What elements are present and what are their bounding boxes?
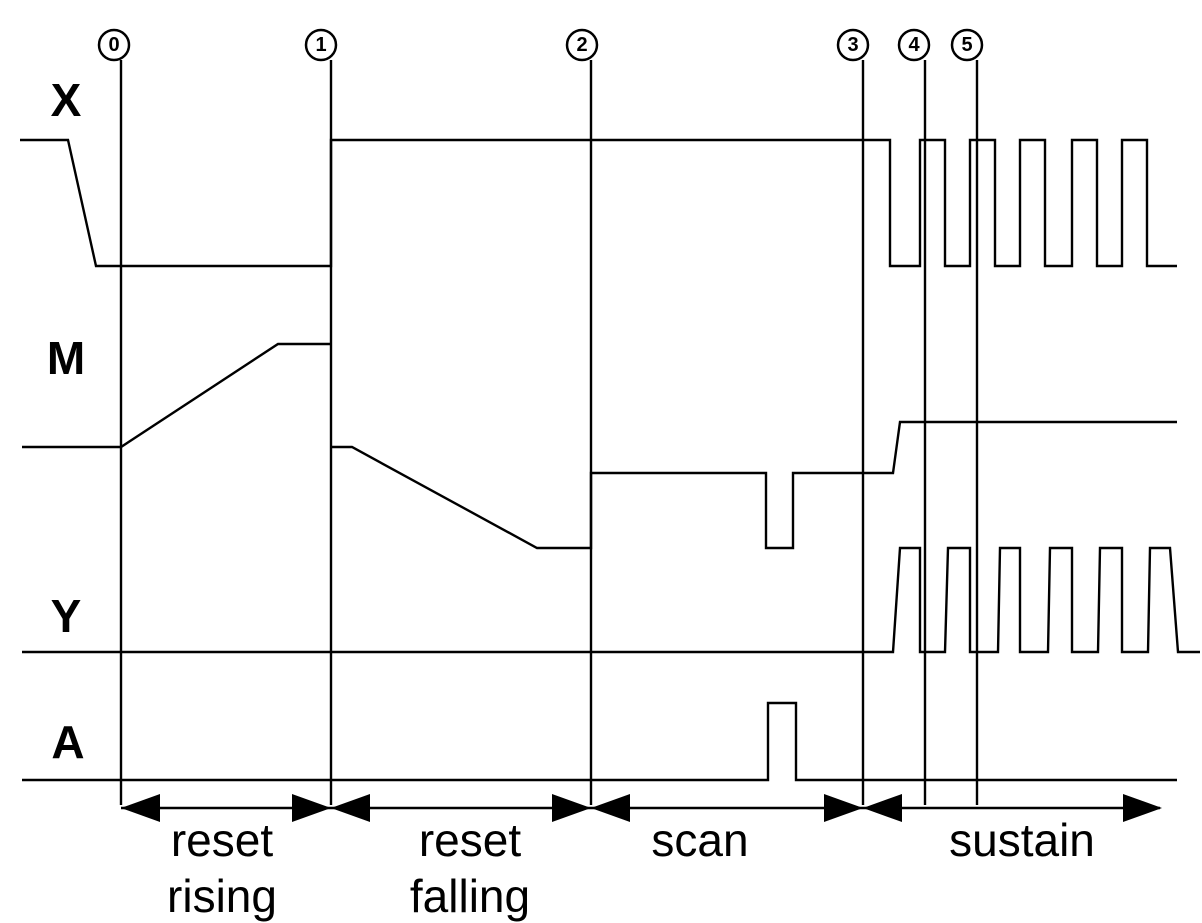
- marker-label: 4: [908, 34, 920, 56]
- phase-label: reset: [171, 814, 273, 866]
- waveform-a: [22, 701, 1177, 782]
- marker-labels: 0 1 2 3 4 5: [108, 34, 972, 56]
- marker-circles: [97, 28, 984, 62]
- signal-label: M: [47, 332, 85, 384]
- waveform-m: [331, 420, 1177, 550]
- phase-label: rising: [167, 870, 277, 922]
- marker-label: 0: [108, 34, 119, 56]
- signal-label: X: [51, 74, 82, 126]
- waveform-y: [22, 546, 1200, 654]
- phase-arrows: [121, 794, 1162, 822]
- marker-label: 3: [847, 34, 858, 56]
- phase-label: scan: [651, 814, 748, 866]
- marker-label: 2: [576, 34, 587, 56]
- phase-labels: reset rising reset falling scan sustain: [167, 814, 1095, 922]
- marker-label: 5: [961, 34, 972, 56]
- signal-label: Y: [51, 590, 82, 642]
- waveform-m: [22, 342, 331, 449]
- waveform-x: [20, 138, 1177, 268]
- phase-label: sustain: [949, 814, 1095, 866]
- marker-label: 1: [315, 34, 326, 56]
- marker-lines: [119, 60, 979, 805]
- signal-label: A: [51, 716, 84, 768]
- phase-label: falling: [410, 870, 530, 922]
- phase-label: reset: [419, 814, 521, 866]
